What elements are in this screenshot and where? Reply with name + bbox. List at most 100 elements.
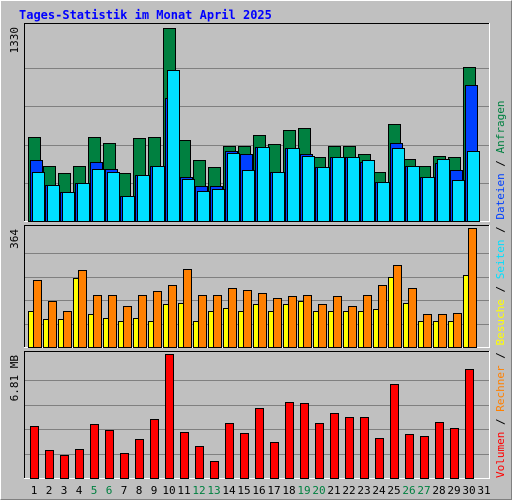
bar-volumen-day-30: [465, 369, 474, 479]
bar-rechner-day-8: [138, 295, 147, 348]
bar-volumen-day-26: [405, 434, 414, 479]
bar-rechner-day-9: [153, 291, 162, 348]
bar-rechner-day-6: [108, 295, 117, 348]
bar-volumen-day-22: [345, 417, 354, 479]
bar-volumen-day-8: [135, 439, 144, 479]
bar-seiten-day-27: [422, 177, 435, 222]
bar-seiten-day-21: [332, 157, 345, 222]
x-tick-label-15: 15: [237, 484, 250, 497]
bar-seiten-day-7: [122, 196, 135, 222]
bar-seiten-day-26: [407, 166, 420, 222]
bar-seiten-day-16: [257, 147, 270, 222]
x-tick-label-3: 3: [61, 484, 68, 497]
x-tick-label-1: 1: [31, 484, 38, 497]
bar-volumen-day-20: [315, 423, 324, 479]
x-tick-label-17: 17: [267, 484, 280, 497]
bar-rechner-day-25: [393, 265, 402, 348]
x-tick-label-2: 2: [46, 484, 53, 497]
x-tick-label-21: 21: [327, 484, 340, 497]
bar-rechner-day-1: [33, 280, 42, 348]
x-tick-label-31: 31: [477, 484, 490, 497]
bar-volumen-day-29: [450, 428, 459, 479]
bar-rechner-day-26: [408, 288, 417, 348]
legend: Volumen / Rechner / Besuche / Seiten / D…: [494, 100, 507, 478]
bar-rechner-day-12: [198, 295, 207, 348]
x-tick-label-10: 10: [162, 484, 175, 497]
bar-seiten-day-25: [392, 148, 405, 222]
x-tick-label-12: 12: [192, 484, 205, 497]
bar-seiten-day-15: [242, 170, 255, 222]
legend-item-rechner: Rechner: [494, 365, 507, 412]
legend-separator: /: [494, 220, 507, 240]
x-tick-label-16: 16: [252, 484, 265, 497]
bar-rechner-day-11: [183, 269, 192, 348]
bar-rechner-day-18: [288, 296, 297, 348]
y-max-label-1: 1330: [8, 27, 21, 54]
bar-volumen-day-15: [240, 433, 249, 479]
y-max-label-2: 364: [8, 229, 21, 249]
bar-volumen-day-3: [60, 455, 69, 479]
bar-rechner-day-30: [468, 228, 477, 348]
bar-rechner-day-21: [333, 296, 342, 348]
bar-volumen-day-5: [90, 424, 99, 479]
bar-seiten-day-4: [77, 183, 90, 222]
legend-separator: /: [494, 412, 507, 432]
bar-rechner-day-3: [63, 311, 72, 348]
bar-rechner-day-13: [213, 295, 222, 348]
bar-seiten-day-30: [467, 151, 480, 222]
bar-rechner-day-19: [303, 295, 312, 348]
legend-item-seiten: Seiten: [494, 240, 507, 280]
bar-volumen-day-18: [285, 402, 294, 479]
bar-volumen-day-23: [360, 417, 369, 479]
y-max-label-3: 6.81 MB: [8, 355, 21, 402]
bar-seiten-day-24: [377, 182, 390, 222]
bar-volumen-day-13: [210, 461, 219, 479]
bar-seiten-day-17: [272, 172, 285, 222]
x-tick-label-13: 13: [207, 484, 220, 497]
bar-seiten-day-5: [92, 169, 105, 222]
legend-item-besuche: Besuche: [494, 299, 507, 345]
bar-rechner-day-17: [273, 298, 282, 348]
page-title: Tages-Statistik im Monat April 2025: [19, 8, 272, 22]
bar-volumen-day-7: [120, 453, 129, 479]
bar-rechner-day-20: [318, 304, 327, 348]
bar-seiten-day-18: [287, 148, 300, 222]
x-tick-label-4: 4: [76, 484, 83, 497]
bar-seiten-day-10: [167, 70, 180, 222]
bar-seiten-day-19: [302, 156, 315, 222]
bar-seiten-day-13: [212, 189, 225, 222]
legend-item-anfragen: Anfragen: [494, 100, 507, 153]
bar-rechner-day-28: [438, 314, 447, 348]
bar-volumen-day-19: [300, 403, 309, 479]
x-tick-label-18: 18: [282, 484, 295, 497]
bar-volumen-day-25: [390, 384, 399, 479]
bar-volumen-day-2: [45, 450, 54, 479]
x-tick-label-8: 8: [136, 484, 143, 497]
bar-rechner-day-10: [168, 285, 177, 348]
legend-item-dateien: Dateien: [494, 173, 507, 219]
x-tick-label-26: 26: [402, 484, 415, 497]
bar-rechner-day-29: [453, 313, 462, 348]
bar-volumen-day-17: [270, 442, 279, 479]
bar-rechner-day-2: [48, 301, 57, 348]
bar-volumen-day-10: [165, 354, 174, 479]
bar-volumen-day-12: [195, 446, 204, 479]
x-tick-label-24: 24: [372, 484, 386, 497]
bar-seiten-day-22: [347, 157, 360, 222]
bar-rechner-day-24: [378, 285, 387, 348]
bar-volumen-day-16: [255, 408, 264, 479]
bar-volumen-day-6: [105, 430, 114, 479]
bar-seiten-day-1: [32, 172, 45, 222]
bar-rechner-day-22: [348, 306, 357, 348]
bar-volumen-day-28: [435, 422, 444, 479]
bar-seiten-day-2: [47, 185, 60, 222]
bar-seiten-day-28: [437, 159, 450, 222]
bar-seiten-day-6: [107, 172, 120, 222]
bar-seiten-day-29: [452, 180, 465, 222]
x-tick-label-19: 19: [297, 484, 310, 497]
legend-separator: /: [494, 346, 507, 366]
x-tick-label-9: 9: [151, 484, 158, 497]
bar-seiten-day-9: [152, 166, 165, 222]
x-tick-label-29: 29: [447, 484, 460, 497]
